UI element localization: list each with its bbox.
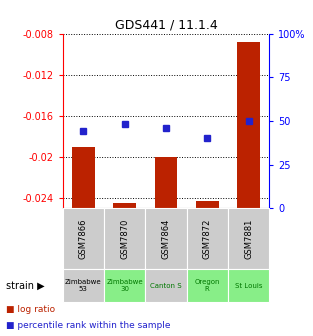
Text: GSM7864: GSM7864	[162, 218, 170, 259]
Bar	[237, 42, 260, 208]
Bar	[155, 157, 177, 208]
Text: ■ percentile rank within the sample: ■ percentile rank within the sample	[6, 321, 171, 330]
Text: St Louis: St Louis	[235, 283, 262, 289]
Text: GSM7870: GSM7870	[120, 218, 129, 259]
Text: GSM7881: GSM7881	[244, 218, 253, 259]
Bar	[72, 146, 95, 208]
Title: GDS441 / 11.1.4: GDS441 / 11.1.4	[115, 18, 217, 31]
Text: GSM7872: GSM7872	[203, 218, 212, 259]
Text: ■ log ratio: ■ log ratio	[6, 305, 55, 314]
Bar	[113, 203, 136, 208]
Text: GSM7866: GSM7866	[79, 218, 88, 259]
Text: Zimbabwe
53: Zimbabwe 53	[65, 279, 102, 292]
Text: strain ▶: strain ▶	[6, 281, 45, 291]
Text: Zimbabwe
30: Zimbabwe 30	[106, 279, 143, 292]
Text: Oregon
R: Oregon R	[194, 279, 220, 292]
Bar	[196, 201, 218, 208]
Text: Canton S: Canton S	[150, 283, 182, 289]
